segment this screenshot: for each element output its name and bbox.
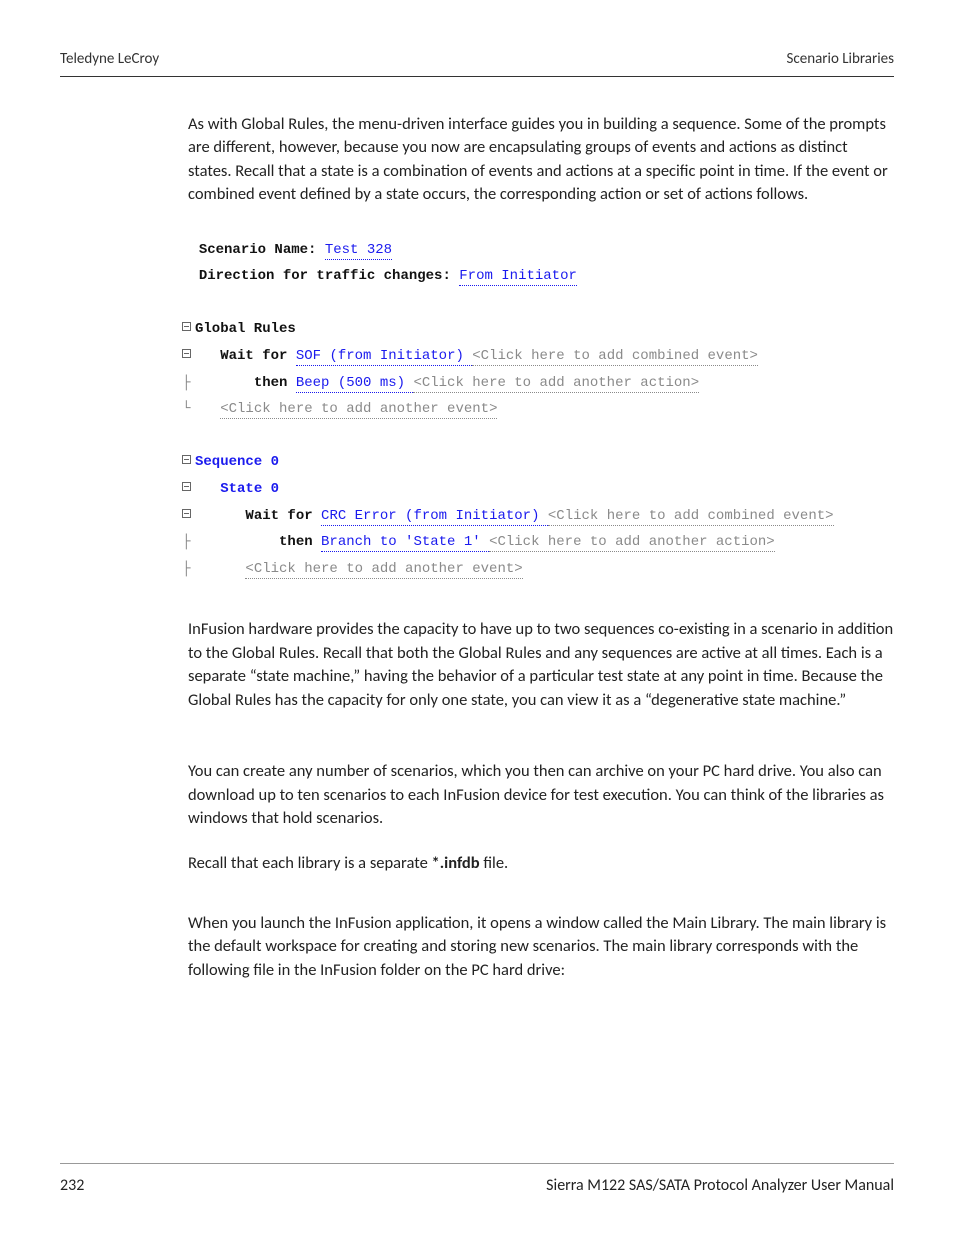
collapse-icon[interactable] bbox=[182, 322, 191, 331]
scenario-name-value[interactable]: Test 328 bbox=[325, 242, 392, 260]
add-another-action-2[interactable]: <Click here to add another action> bbox=[489, 534, 775, 552]
collapse-icon[interactable] bbox=[182, 509, 191, 518]
crc-error-event[interactable]: CRC Error (from Initiator) bbox=[321, 508, 548, 526]
sequence-0-label[interactable]: Sequence 0 bbox=[195, 454, 279, 471]
sof-event[interactable]: SOF (from Initiator) bbox=[296, 348, 472, 366]
page-number: 232 bbox=[60, 1176, 84, 1195]
paragraph-2: InFusion hardware provides the capacity … bbox=[188, 618, 894, 712]
paragraph-5: When you launch the InFusion application… bbox=[188, 912, 894, 982]
collapse-icon[interactable] bbox=[182, 455, 191, 464]
then-label-2: then bbox=[279, 534, 321, 550]
tree-spine: ├ bbox=[182, 556, 191, 583]
infdb-filename: *.infdb bbox=[432, 853, 480, 873]
direction-value[interactable]: From Initiator bbox=[459, 268, 577, 286]
scenario-code-figure: Scenario Name: Test 328 Direction for tr… bbox=[182, 237, 894, 583]
add-combined-event-2[interactable]: <Click here to add combined event> bbox=[548, 508, 834, 526]
footer-title: Sierra M122 SAS/SATA Protocol Analyzer U… bbox=[546, 1176, 894, 1195]
paragraph-4: Recall that each library is a separate *… bbox=[188, 852, 894, 875]
page-content: As with Global Rules, the menu-driven in… bbox=[0, 77, 954, 982]
scenario-name-label: Scenario Name: bbox=[199, 242, 325, 258]
add-combined-event[interactable]: <Click here to add combined event> bbox=[472, 348, 758, 366]
wait-for-label-2: Wait for bbox=[245, 508, 321, 524]
page-header: Teledyne LeCroy Scenario Libraries bbox=[0, 0, 954, 68]
paragraph-3: You can create any number of scenarios, … bbox=[188, 760, 894, 830]
add-another-event-2[interactable]: <Click here to add another event> bbox=[245, 561, 522, 579]
collapse-icon[interactable] bbox=[182, 482, 191, 491]
add-another-action[interactable]: <Click here to add another action> bbox=[413, 375, 699, 393]
collapse-icon[interactable] bbox=[182, 349, 191, 358]
branch-action[interactable]: Branch to 'State 1' bbox=[321, 534, 489, 552]
state-0-label[interactable]: State 0 bbox=[220, 481, 279, 497]
tree-spine: └ bbox=[182, 396, 191, 423]
page-footer: 232 Sierra M122 SAS/SATA Protocol Analyz… bbox=[60, 1163, 894, 1195]
beep-action[interactable]: Beep (500 ms) bbox=[296, 375, 414, 393]
global-rules-label: Global Rules bbox=[195, 321, 296, 337]
tree-spine: ├ bbox=[182, 370, 191, 397]
paragraph-1: As with Global Rules, the menu-driven in… bbox=[188, 113, 894, 207]
wait-for-label: Wait for bbox=[220, 348, 296, 364]
direction-label: Direction for traffic changes: bbox=[199, 268, 459, 284]
then-label: then bbox=[254, 375, 296, 391]
add-another-event[interactable]: <Click here to add another event> bbox=[220, 401, 497, 419]
tree-spine: ├ bbox=[182, 529, 191, 556]
header-left: Teledyne LeCroy bbox=[60, 50, 159, 68]
para4-c: file. bbox=[480, 853, 509, 873]
para4-a: Recall that each library is a separate bbox=[188, 853, 432, 873]
header-right: Scenario Libraries bbox=[787, 50, 894, 68]
